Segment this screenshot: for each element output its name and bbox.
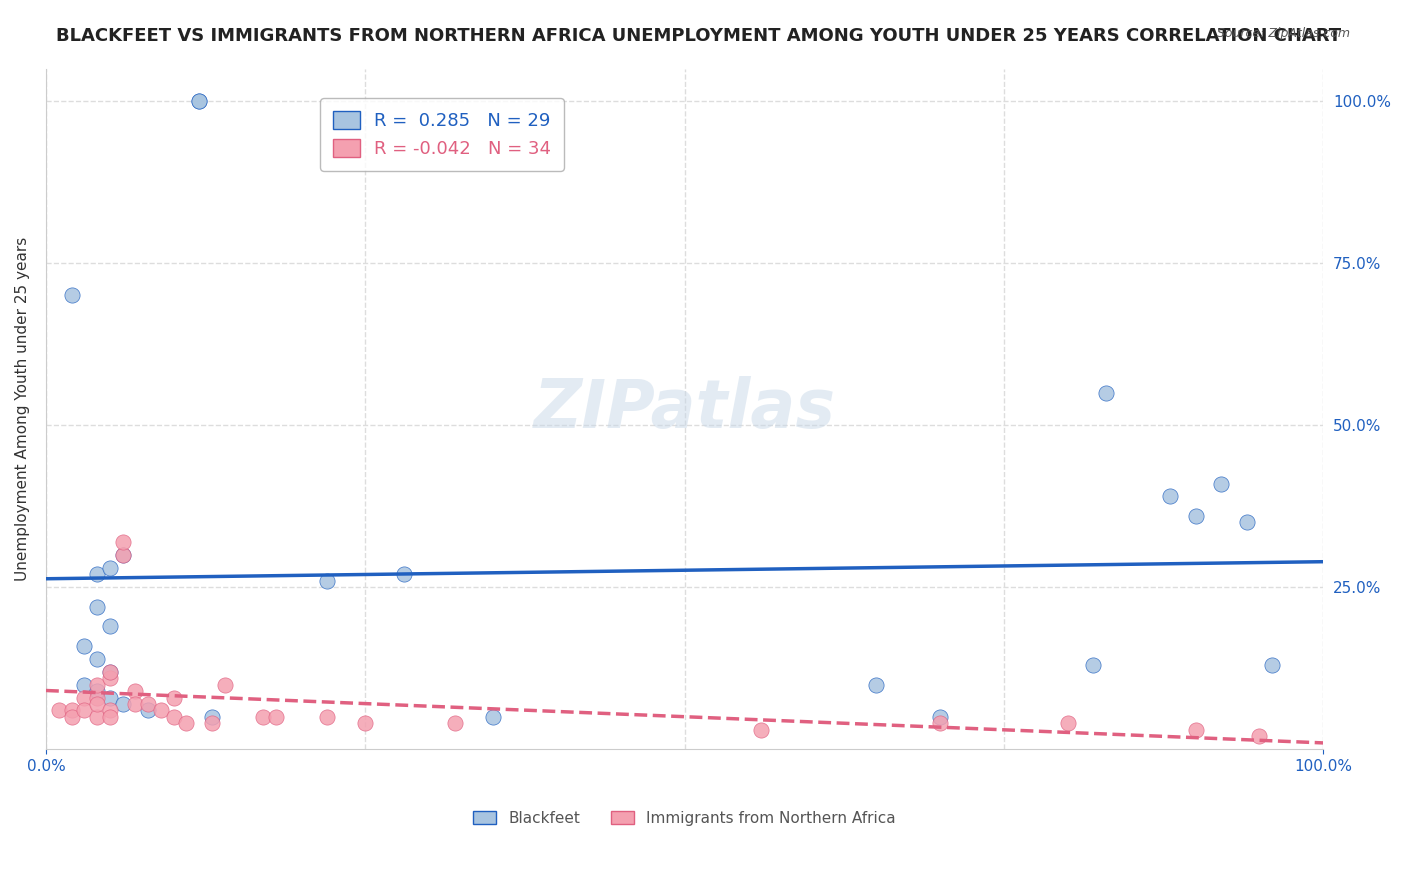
- Point: [73, 677, 96, 691]
- Point: [98, 690, 121, 705]
- Point: [1261, 658, 1284, 673]
- Point: [188, 94, 211, 108]
- Point: [264, 710, 287, 724]
- Point: [98, 561, 121, 575]
- Point: [98, 671, 121, 685]
- Point: [73, 704, 96, 718]
- Legend: Blackfeet, Immigrants from Northern Africa: Blackfeet, Immigrants from Northern Afri…: [467, 805, 901, 832]
- Point: [86, 697, 108, 711]
- Point: [1056, 716, 1078, 731]
- Point: [1209, 476, 1232, 491]
- Point: [176, 716, 198, 731]
- Point: [136, 697, 159, 711]
- Y-axis label: Unemployment Among Youth under 25 years: Unemployment Among Youth under 25 years: [15, 237, 30, 581]
- Point: [111, 548, 134, 562]
- Text: Source: ZipAtlas.com: Source: ZipAtlas.com: [1216, 27, 1350, 40]
- Point: [1159, 490, 1181, 504]
- Point: [73, 690, 96, 705]
- Point: [98, 704, 121, 718]
- Point: [1095, 385, 1118, 400]
- Point: [163, 690, 186, 705]
- Point: [86, 684, 108, 698]
- Text: ZIPatlas: ZIPatlas: [534, 376, 835, 442]
- Point: [1236, 516, 1258, 530]
- Point: [60, 704, 83, 718]
- Point: [214, 677, 236, 691]
- Point: [1184, 723, 1206, 737]
- Point: [98, 665, 121, 679]
- Point: [60, 288, 83, 302]
- Point: [111, 697, 134, 711]
- Point: [98, 665, 121, 679]
- Point: [98, 619, 121, 633]
- Point: [163, 710, 186, 724]
- Point: [73, 639, 96, 653]
- Point: [316, 710, 339, 724]
- Point: [98, 710, 121, 724]
- Point: [111, 548, 134, 562]
- Point: [124, 697, 146, 711]
- Point: [86, 651, 108, 665]
- Point: [188, 94, 211, 108]
- Point: [1083, 658, 1105, 673]
- Point: [111, 534, 134, 549]
- Point: [136, 704, 159, 718]
- Point: [86, 677, 108, 691]
- Point: [1249, 730, 1271, 744]
- Point: [865, 677, 887, 691]
- Point: [86, 599, 108, 614]
- Point: [929, 716, 952, 731]
- Point: [482, 710, 505, 724]
- Point: [929, 710, 952, 724]
- Point: [86, 710, 108, 724]
- Point: [443, 716, 465, 731]
- Point: [201, 710, 224, 724]
- Point: [60, 710, 83, 724]
- Point: [392, 567, 415, 582]
- Point: [354, 716, 377, 731]
- Point: [316, 574, 339, 588]
- Point: [48, 704, 70, 718]
- Point: [201, 716, 224, 731]
- Point: [252, 710, 274, 724]
- Point: [1184, 508, 1206, 523]
- Point: [149, 704, 172, 718]
- Text: BLACKFEET VS IMMIGRANTS FROM NORTHERN AFRICA UNEMPLOYMENT AMONG YOUTH UNDER 25 Y: BLACKFEET VS IMMIGRANTS FROM NORTHERN AF…: [56, 27, 1341, 45]
- Point: [124, 684, 146, 698]
- Point: [749, 723, 772, 737]
- Point: [86, 690, 108, 705]
- Point: [86, 567, 108, 582]
